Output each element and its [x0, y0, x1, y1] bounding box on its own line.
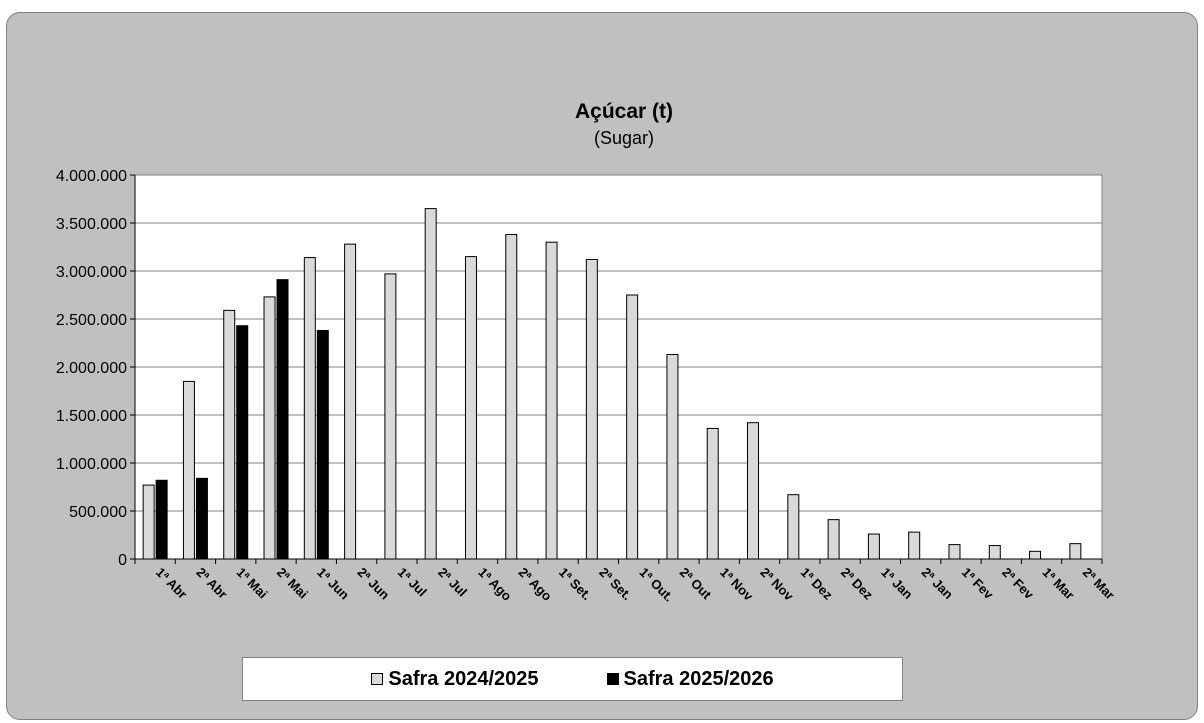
bar-series-1 — [545, 241, 558, 560]
y-tick-label: 3.500.000 — [56, 216, 127, 233]
x-tick-label: 1ª Set. — [556, 565, 595, 604]
y-tick-label: 1.000.000 — [56, 456, 127, 473]
legend: Safra 2024/2025 Safra 2025/2026 — [242, 657, 903, 701]
x-tick-label: 2ª Dez — [838, 565, 876, 603]
bar-series-1 — [505, 234, 518, 560]
y-tick-label: 2.000.000 — [56, 360, 127, 377]
y-tick-label: 3.000.000 — [56, 264, 127, 281]
bar-series-1 — [303, 257, 316, 560]
x-tick-label: 2ª Fev — [999, 565, 1037, 603]
bar-series-2 — [195, 477, 208, 560]
chart-frame: Açúcar (t) (Sugar) 0 500.000 1.000.000 1.50… — [6, 12, 1198, 720]
chart-title: Açúcar (t) — [575, 100, 673, 123]
bars — [142, 208, 1082, 560]
bar-series-1 — [908, 531, 921, 560]
bar-series-1 — [747, 422, 760, 560]
y-tick-label: 0 — [118, 552, 127, 569]
x-tick-label: 2ª Ago — [516, 565, 555, 604]
x-tick-label: 2ª Mai — [274, 565, 311, 602]
x-tick-label: 1ª Jan — [878, 565, 916, 603]
bar-series-1 — [263, 296, 276, 560]
bar-series-2 — [316, 330, 329, 560]
legend-label-series-2: Safra 2025/2026 — [623, 667, 774, 690]
x-tick-label: 2ª Abr — [193, 565, 230, 602]
legend-swatch-series-1 — [371, 673, 384, 685]
bar-series-1 — [827, 519, 840, 560]
bar-series-1 — [867, 533, 880, 560]
bar-series-1 — [182, 380, 195, 560]
x-tick-label: 2ª Jun — [354, 565, 392, 603]
chart-subtitle: (Sugar) — [594, 128, 654, 148]
x-tick-label: 1ª Dez — [798, 565, 836, 603]
y-tick-label: 4.000.000 — [56, 168, 127, 185]
chart-canvas: Açúcar (t) (Sugar) 0 500.000 1.000.000 1.50… — [56, 100, 1118, 605]
bar-series-1 — [666, 354, 679, 560]
bar-series-1 — [424, 208, 437, 560]
x-tick-label: 1ª Mai — [234, 565, 271, 602]
legend-label-series-1: Safra 2024/2025 — [388, 667, 539, 690]
x-tick-label: 1ª Fev — [959, 565, 997, 603]
legend-swatch-series-2 — [606, 673, 619, 685]
bar-series-1 — [223, 309, 236, 560]
bar-series-1 — [585, 258, 598, 560]
x-tick-label: 2ª Jan — [919, 565, 957, 603]
x-tick-label: 1ª Mar — [1039, 565, 1077, 603]
bar-series-1 — [384, 273, 397, 560]
bar-series-1 — [1029, 550, 1042, 560]
bar-series-1 — [1069, 543, 1082, 560]
x-axis-ticks: 1ª Abr 2ª Abr 1ª Mai 2ª Mai 1ª Jun 2ª Jun 1ª J… — [134, 559, 1118, 605]
x-tick-label: 1ª Abr — [153, 565, 190, 602]
bar-series-1 — [142, 484, 155, 560]
gridlines — [135, 174, 1102, 512]
legend-item-series-1: Safra 2024/2025 — [371, 667, 539, 691]
bar-series-1 — [344, 243, 357, 560]
bar-series-2 — [155, 479, 168, 560]
bar-series-1 — [988, 545, 1001, 560]
y-axis-ticks: 0 500.000 1.000.000 1.500.000 2.000.000 2.500… — [56, 168, 135, 569]
bar-series-1 — [948, 544, 961, 560]
x-tick-label: 2ª Jul — [435, 565, 470, 600]
y-tick-label: 1.500.000 — [56, 408, 127, 425]
x-tick-label: 2ª Out — [677, 565, 715, 603]
y-tick-label: 500.000 — [69, 504, 127, 521]
bar-series-2 — [276, 279, 289, 560]
bar-series-1 — [706, 427, 719, 560]
x-tick-label: 2ª Nov — [757, 565, 797, 605]
x-tick-label: 1ª Jul — [395, 565, 430, 600]
x-tick-label: 2ª Mar — [1080, 565, 1118, 603]
bar-series-1 — [787, 494, 800, 560]
y-tick-label: 2.500.000 — [56, 312, 127, 329]
x-tick-label: 2ª Set. — [596, 565, 635, 604]
bar-series-2 — [236, 325, 249, 560]
legend-item-series-2: Safra 2025/2026 — [606, 667, 774, 691]
bar-series-1 — [464, 256, 477, 560]
x-tick-label: 1ª Out. — [637, 565, 677, 605]
bar-series-1 — [626, 294, 639, 560]
x-tick-label: 1ª Nov — [717, 565, 757, 605]
x-tick-label: 1ª Ago — [475, 565, 514, 604]
x-tick-label: 1ª Jun — [314, 565, 352, 603]
